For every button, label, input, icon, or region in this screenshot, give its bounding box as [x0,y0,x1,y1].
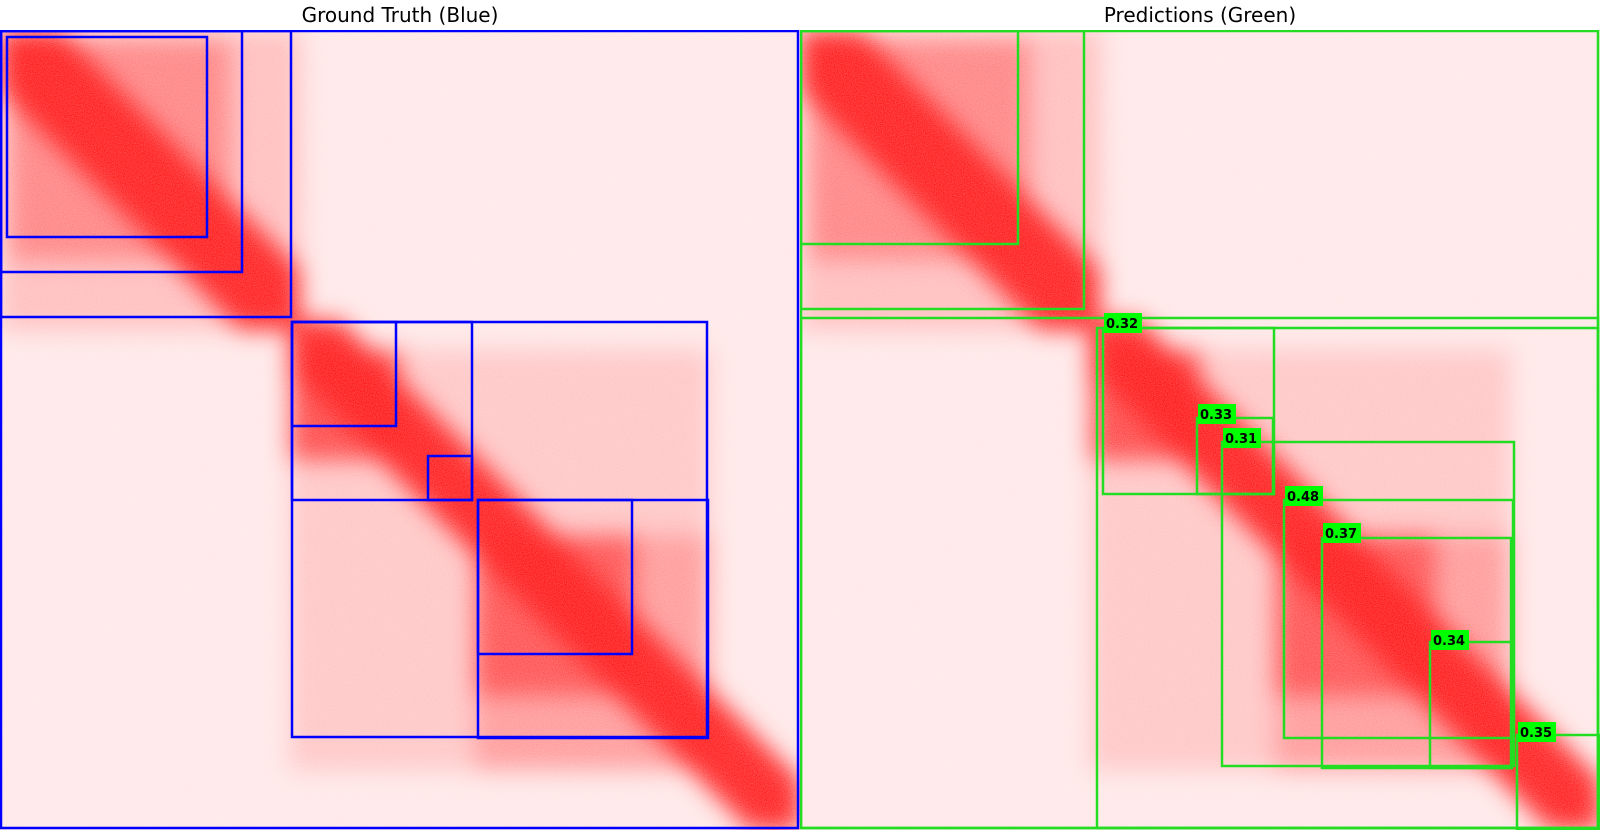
score-label-background [1431,630,1469,650]
score-label: 0.48 [1287,490,1319,505]
score-label-background [1323,523,1361,543]
prediction-box [1282,498,1515,740]
ground-truth-box [476,498,634,656]
prediction-box [1095,326,1600,830]
ground-truth-title: Ground Truth (Blue) [301,3,499,27]
predictions-title: Predictions (Green) [1103,3,1297,27]
ground-truth-boxes [0,30,800,830]
prediction-box [1428,640,1514,770]
score-label-background [1518,722,1556,742]
score-label-background [1223,428,1261,448]
score-label: 0.32 [1106,317,1138,332]
prediction-box [800,30,1086,311]
score-label: 0.37 [1325,527,1357,542]
score-label-background [1198,404,1236,424]
score-label: 0.35 [1520,726,1552,741]
ground-truth-contact-map [0,30,800,830]
ground-truth-box [290,320,398,428]
predictions-panel: 0.32 0.33 0.31 0.48 0.37 0.34 0.35 [800,30,1600,830]
predictions-contact-map: 0.32 0.33 0.31 0.48 0.37 0.34 0.35 [800,30,1600,830]
score-label-background [1104,313,1142,333]
score-label: 0.33 [1200,408,1232,423]
prediction-boxes [800,30,1600,830]
ground-truth-box [5,35,209,239]
ground-truth-box [0,30,800,830]
prediction-box [1101,326,1276,496]
ground-truth-box [426,454,474,502]
prediction-box [1515,733,1600,830]
score-label: 0.34 [1433,634,1465,649]
ground-truth-panel [0,30,800,830]
ground-truth-box [0,30,244,274]
score-label-background [1285,486,1323,506]
prediction-score-labels: 0.32 0.33 0.31 0.48 0.37 0.34 0.35 [1104,313,1556,742]
score-label: 0.31 [1225,432,1257,447]
